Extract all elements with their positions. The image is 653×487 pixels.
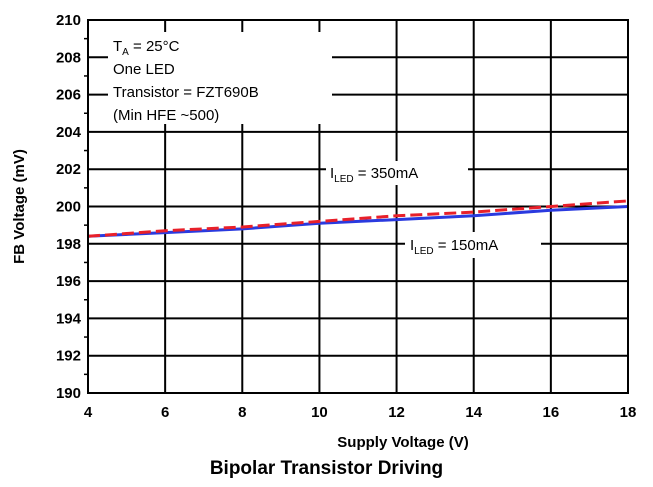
condition-temperature: TA = 25°C (113, 38, 180, 58)
y-tick-labels: 190 192 194 196 198 200 202 204 206 208 210 (56, 12, 82, 402)
plot-frame (87, 19, 629, 394)
y-axis-title: FB Voltage (mV) (11, 149, 28, 264)
x-tick-labels: 4 6 8 10 12 14 16 18 (84, 404, 637, 421)
series-group (87, 199, 629, 238)
x-axis-title: Supply Voltage (V) (337, 434, 468, 451)
annotation-350mA: ILED = 350mA (330, 165, 418, 185)
y-tick-label: 198 (56, 236, 81, 253)
x-tick-label: 14 (465, 404, 482, 421)
series-annotations: ILED = 350mA ILED = 150mA (326, 161, 541, 258)
y-tick-label: 204 (56, 124, 82, 141)
annotation-background (326, 161, 468, 185)
conditions-box-background (108, 32, 332, 124)
annotation-background (405, 232, 541, 258)
chart: 190 192 194 196 198 200 202 204 206 208 210 4 6 8 10 1… (11, 12, 637, 451)
y-tick-label: 210 (56, 12, 81, 29)
x-tick-label: 18 (620, 404, 637, 421)
y-tick-label: 206 (56, 87, 81, 104)
x-tick-label: 8 (238, 404, 246, 421)
x-tick-label: 4 (84, 404, 93, 421)
y-tick-label: 200 (56, 199, 81, 216)
series-line-1 (87, 205, 629, 238)
x-tick-label: 6 (161, 404, 169, 421)
condition-led-count: One LED (113, 61, 175, 78)
series-line-0 (87, 199, 629, 238)
x-tick-label: 10 (311, 404, 328, 421)
x-tick-label: 16 (543, 404, 560, 421)
y-tick-label: 208 (56, 49, 81, 66)
y-tick-label: 192 (56, 348, 81, 365)
condition-min-hfe: (Min HFE ~500) (113, 107, 219, 124)
condition-transistor: Transistor = FZT690B (113, 84, 259, 101)
y-tick-label: 202 (56, 161, 81, 178)
y-tick-label: 190 (56, 385, 81, 402)
x-tick-label: 12 (388, 404, 405, 421)
figure-caption: Bipolar Transistor Driving (209, 458, 444, 479)
annotation-150mA: ILED = 150mA (410, 237, 498, 257)
y-tick-label: 194 (56, 310, 82, 327)
y-tick-label: 196 (56, 273, 81, 290)
